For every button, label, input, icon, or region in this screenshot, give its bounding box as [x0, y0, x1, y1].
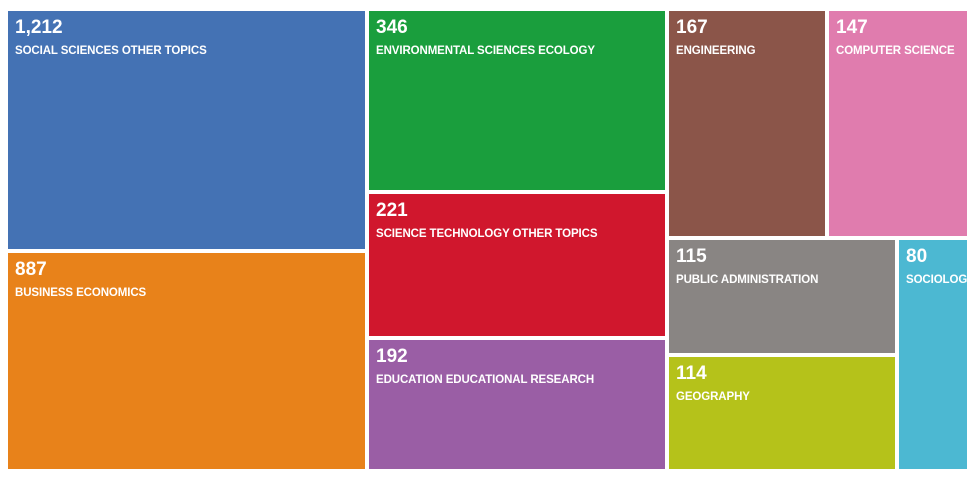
tile-value: 346	[376, 17, 408, 38]
tile-label: BUSINESS ECONOMICS	[15, 287, 147, 299]
tile-value: 167	[676, 17, 708, 38]
tile-label: PUBLIC ADMINISTRATION	[676, 274, 819, 286]
treemap-tile-geography: 114 GEOGRAPHY	[669, 357, 895, 469]
tile-value: 887	[15, 259, 47, 280]
tile-value: 80	[906, 246, 928, 267]
tile-value: 192	[376, 346, 408, 367]
treemap-tile-computer-science: 147 COMPUTER SCIENCE	[829, 11, 967, 236]
tile-label: COMPUTER SCIENCE	[836, 45, 955, 57]
tile-label: SOCIAL SCIENCES OTHER TOPICS	[15, 45, 207, 57]
treemap-tile-social-sciences-other-topics: 1,212 SOCIAL SCIENCES OTHER TOPICS	[8, 11, 365, 249]
tile-label: ENGINEERING	[676, 45, 756, 57]
tile-label: SCIENCE TECHNOLOGY OTHER TOPICS	[376, 228, 598, 240]
tile-value: 147	[836, 17, 868, 38]
treemap-tile-education-educational-research: 192 EDUCATION EDUCATIONAL RESEARCH	[369, 340, 665, 469]
treemap-tile-engineering: 167 ENGINEERING	[669, 11, 825, 236]
tile-label: EDUCATION EDUCATIONAL RESEARCH	[376, 374, 595, 386]
tile-label: SOCIOLOGY	[906, 274, 967, 286]
tile-label: ENVIRONMENTAL SCIENCES ECOLOGY	[376, 45, 595, 57]
tile-value: 115	[676, 246, 707, 267]
treemap-tile-business-economics: 887 BUSINESS ECONOMICS	[8, 253, 365, 469]
treemap-tile-sociology: 80 SOCIOLOGY	[899, 240, 967, 469]
treemap-tile-public-administration: 115 PUBLIC ADMINISTRATION	[669, 240, 895, 353]
tile-value: 1,212	[15, 17, 63, 38]
tile-label: GEOGRAPHY	[676, 391, 750, 403]
treemap-tile-science-technology-other-topics: 221 SCIENCE TECHNOLOGY OTHER TOPICS	[369, 194, 665, 336]
tile-value: 221	[376, 200, 408, 221]
tile-value: 114	[676, 363, 707, 384]
treemap-tile-environmental-sciences-ecology: 346 ENVIRONMENTAL SCIENCES ECOLOGY	[369, 11, 665, 190]
